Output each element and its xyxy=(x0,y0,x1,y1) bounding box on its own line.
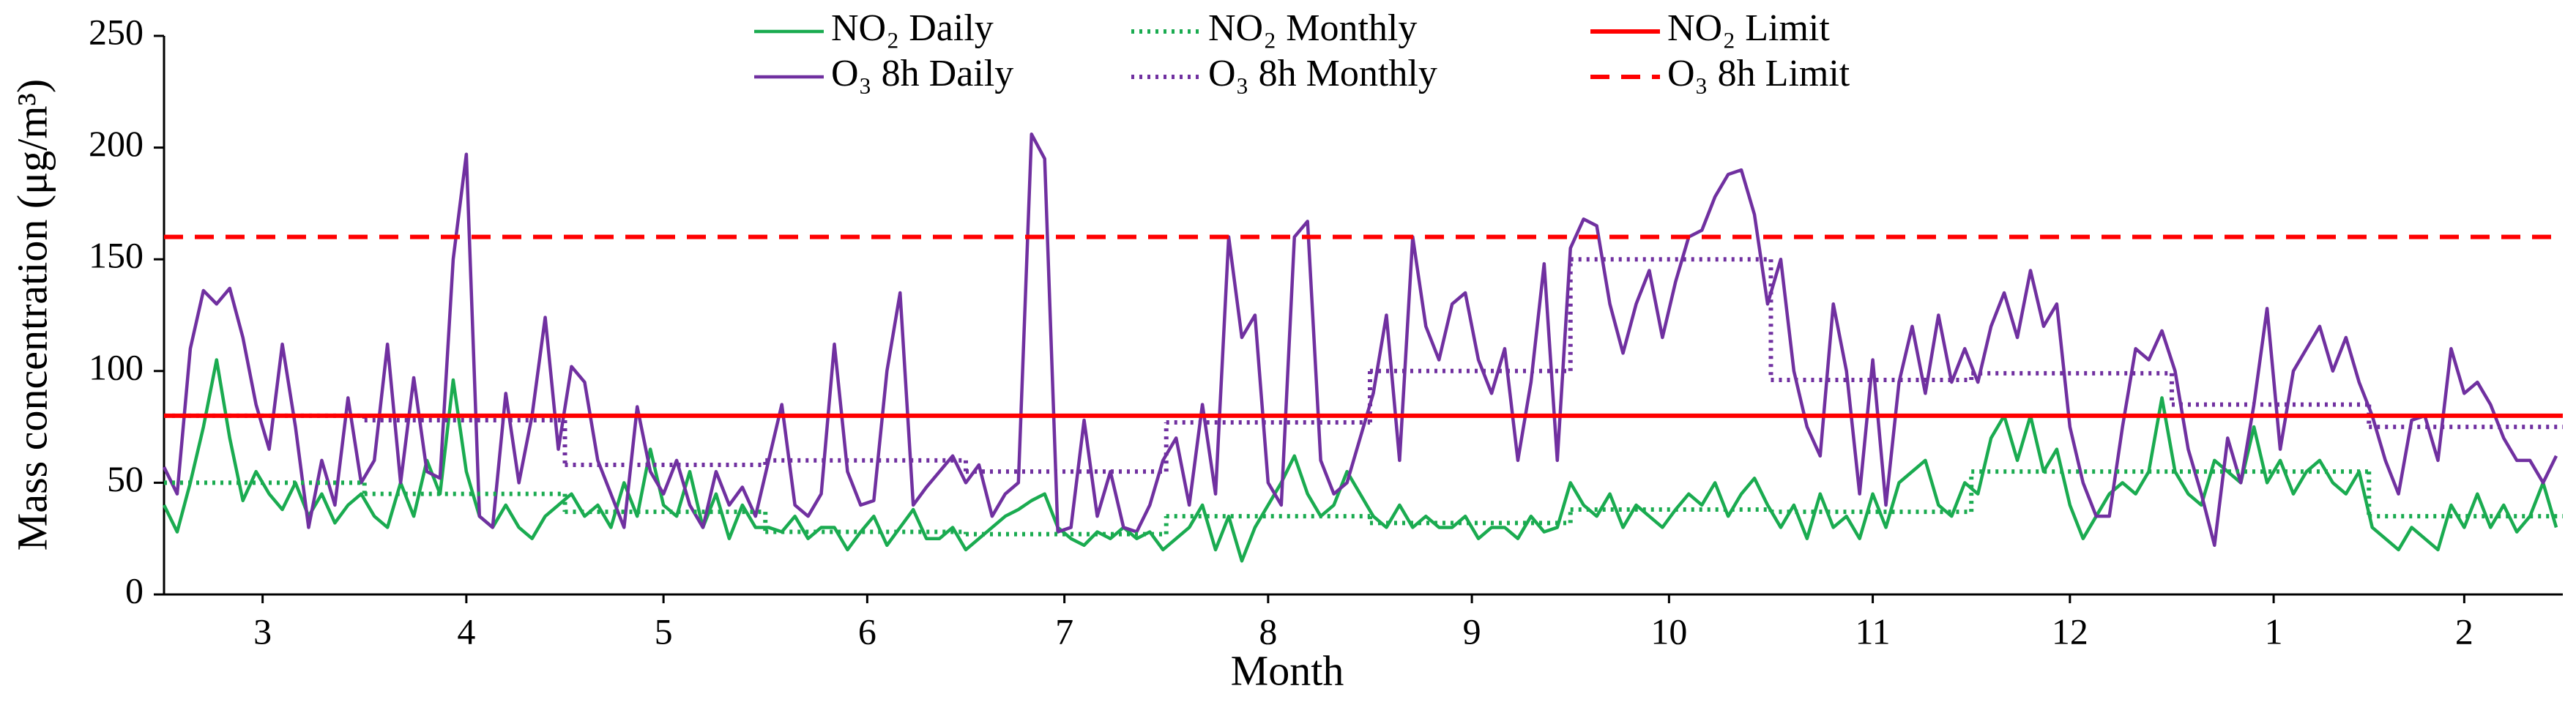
x-tick-label: 3 xyxy=(253,611,272,652)
legend-label: O₃ 8h Daily xyxy=(831,53,1013,94)
y-tick-label: 250 xyxy=(89,11,144,52)
y-tick-label: 100 xyxy=(89,346,144,387)
y-tick-label: 0 xyxy=(125,570,144,611)
x-tick-label: 1 xyxy=(2265,611,2283,652)
legend-label: NO₂ Daily xyxy=(831,7,994,49)
x-axis-title: Month xyxy=(1231,646,1344,694)
x-tick-label: 8 xyxy=(1259,611,1277,652)
x-tick-label: 5 xyxy=(655,611,673,652)
x-tick-label: 6 xyxy=(858,611,876,652)
legend-label: O₃ 8h Monthly xyxy=(1208,53,1437,94)
y-axis-title: Mass concentration (μg/m³) xyxy=(8,79,56,551)
legend-label: O₃ 8h Limit xyxy=(1667,53,1850,94)
daily-line xyxy=(162,133,2558,548)
y-tick-label: 50 xyxy=(107,458,144,499)
x-tick-label: 12 xyxy=(2052,611,2088,652)
legend-label: NO₂ Limit xyxy=(1667,7,1830,49)
daily-line xyxy=(162,358,2558,563)
x-tick-label: 11 xyxy=(1855,611,1891,652)
x-tick-label: 10 xyxy=(1650,611,1687,652)
x-tick-label: 2 xyxy=(2455,611,2473,652)
x-tick-label: 7 xyxy=(1055,611,1073,652)
y-tick-label: 200 xyxy=(89,123,144,164)
legend-label: NO₂ Monthly xyxy=(1208,7,1417,49)
x-tick-label: 9 xyxy=(1463,611,1481,652)
y-tick-label: 150 xyxy=(89,235,144,276)
x-tick-label: 4 xyxy=(457,611,475,652)
